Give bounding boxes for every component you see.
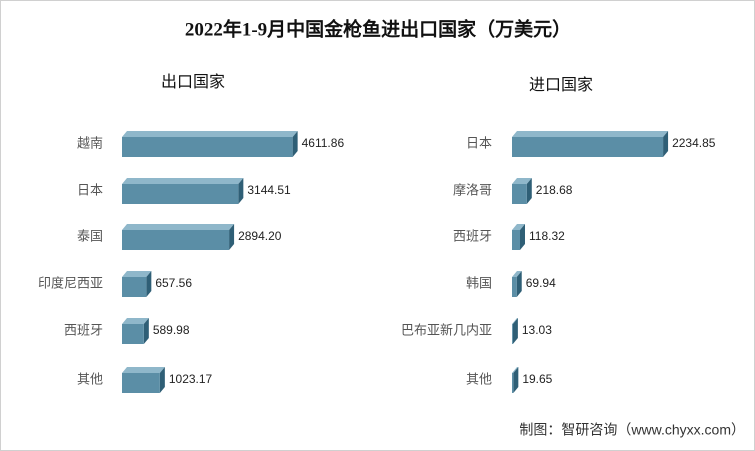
bar-end [143, 318, 149, 344]
bar-top [122, 318, 149, 324]
bar-top [122, 131, 298, 137]
bar-top [512, 367, 519, 373]
bar-top [122, 367, 165, 373]
bar [122, 324, 144, 344]
value-label: 19.65 [522, 372, 552, 386]
value-label: 2894.20 [238, 229, 282, 243]
bar [512, 230, 520, 250]
bar-top [512, 271, 522, 277]
y-tick-label: 西班牙 [453, 228, 492, 243]
y-tick-label: 日本 [77, 182, 103, 197]
y-tick-label: 日本 [466, 135, 492, 150]
bar [122, 373, 160, 393]
bar [122, 137, 293, 157]
y-tick-label: 越南 [77, 135, 103, 150]
bar [512, 184, 527, 204]
y-tick-label: 其他 [466, 371, 492, 386]
bar-top [122, 271, 152, 277]
value-label: 69.94 [526, 276, 556, 290]
y-tick-label: 泰国 [77, 228, 103, 243]
y-tick-label: 其他 [77, 371, 103, 386]
bar-end [512, 318, 518, 344]
value-label: 2234.85 [672, 136, 716, 150]
panel-title: 进口国家 [529, 76, 593, 94]
value-label: 13.03 [522, 323, 552, 337]
bar [122, 230, 230, 250]
bar-end [159, 367, 165, 393]
bar [512, 137, 664, 157]
y-tick-label: 西班牙 [64, 322, 103, 337]
value-label: 657.56 [155, 276, 192, 290]
y-tick-label: 印度尼西亚 [38, 275, 103, 290]
bar-end [238, 178, 244, 204]
chart-title: 2022年1-9月中国金枪鱼进出口国家（万美元） [185, 17, 571, 40]
bar-top [122, 178, 244, 184]
bar-top [122, 224, 235, 230]
y-tick-label: 巴布亚新几内亚 [401, 322, 492, 337]
panel-title: 出口国家 [161, 73, 225, 91]
bar-end [292, 131, 298, 157]
bar-top [512, 131, 669, 137]
value-label: 589.98 [153, 323, 190, 337]
bar-top [512, 178, 532, 184]
source: 制图：智研咨询（www.chyxx.com） [519, 422, 745, 438]
bar [512, 277, 517, 297]
value-label: 4611.86 [302, 136, 345, 150]
bar-end [516, 271, 522, 297]
bar-end [526, 178, 532, 204]
bar-end [229, 224, 235, 250]
bar-end [513, 367, 519, 393]
bar [122, 184, 239, 204]
bar-end [146, 271, 152, 297]
bar [512, 324, 513, 344]
bar-top [512, 318, 518, 324]
value-label: 3144.51 [247, 183, 291, 197]
value-label: 118.32 [529, 229, 565, 243]
bar [122, 277, 147, 297]
bar-top [512, 224, 525, 230]
bar [512, 373, 514, 393]
value-label: 218.68 [536, 183, 573, 197]
y-tick-label: 韩国 [466, 275, 492, 290]
bar-end [663, 131, 669, 157]
bar-end [519, 224, 525, 250]
y-tick-label: 摩洛哥 [453, 182, 492, 197]
value-label: 1023.17 [169, 372, 213, 386]
